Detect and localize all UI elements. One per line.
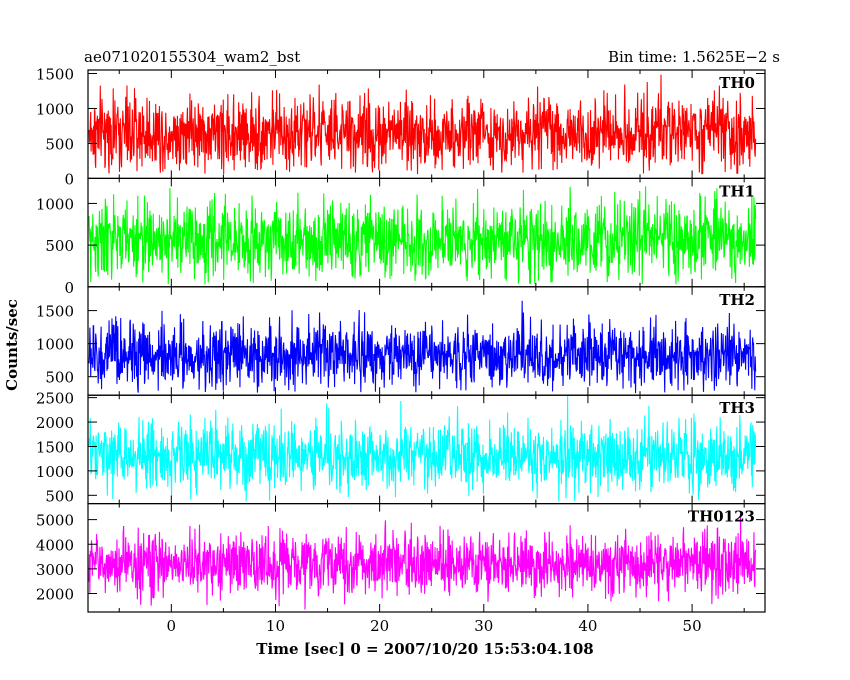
series-line-th2 [88, 300, 757, 394]
y-tick-label: 3000 [36, 561, 74, 579]
panel-frame [87, 503, 766, 613]
series-line-th1 [88, 186, 757, 285]
y-tick-label: 2000 [36, 586, 74, 604]
y-tick-label: 4000 [36, 536, 74, 554]
chart-title: ae071020155304_wam2_bst [84, 48, 300, 66]
series-line-th0 [88, 74, 757, 175]
x-axis-label: Time [sec] 0 = 2007/10/20 15:53:04.108 [256, 640, 593, 658]
panel-label-th2: TH2 [719, 291, 755, 309]
y-tick-label: 0 [64, 170, 74, 188]
bin-time-label: Bin time: 1.5625E−2 s [608, 48, 780, 66]
panel-label-th0123: TH0123 [688, 508, 755, 526]
y-tick-label: 1500 [36, 303, 74, 321]
y-tick-label: 1000 [36, 195, 74, 213]
y-tick-label: 2500 [36, 390, 74, 408]
panel-th3: 500 1000 1500 2000 2500 TH3 [36, 390, 766, 505]
y-tick-label: 5000 [36, 512, 74, 530]
panel-label-th1: TH1 [719, 182, 755, 200]
y-tick-label: 500 [45, 369, 74, 387]
y-tick-label: 1500 [36, 438, 74, 456]
series-line-th3 [88, 396, 757, 502]
x-tick-label: 0 [167, 617, 177, 635]
x-tick-label: 10 [266, 617, 285, 635]
y-tick-label: 1000 [36, 100, 74, 118]
panel-th2: 500 1000 1500 TH2 [36, 286, 766, 396]
x-tick-label: 30 [474, 617, 493, 635]
panel-th0: 0 500 1000 1500 TH0 [36, 65, 766, 188]
x-tick-label: 20 [370, 617, 389, 635]
panel-th1: 0 500 1000 TH1 [36, 177, 766, 297]
y-tick-label: 500 [45, 487, 74, 505]
series-line-th0123 [88, 514, 757, 610]
y-tick-label: 1500 [36, 65, 74, 83]
x-tick-label: 40 [578, 617, 597, 635]
panel-th0123: 2000 3000 4000 5000 TH0123 [36, 503, 766, 613]
panel-label-th3: TH3 [719, 399, 755, 417]
y-tick-label: 1000 [36, 336, 74, 354]
y-tick-label: 500 [45, 135, 74, 153]
y-tick-label: 500 [45, 237, 74, 255]
y-axis-label: Counts/sec [3, 299, 21, 391]
y-tick-label: 0 [64, 279, 74, 297]
y-tick-label: 1000 [36, 463, 74, 481]
x-tick-label: 50 [683, 617, 702, 635]
panel-label-th0: TH0 [719, 74, 755, 92]
y-tick-label: 2000 [36, 414, 74, 432]
